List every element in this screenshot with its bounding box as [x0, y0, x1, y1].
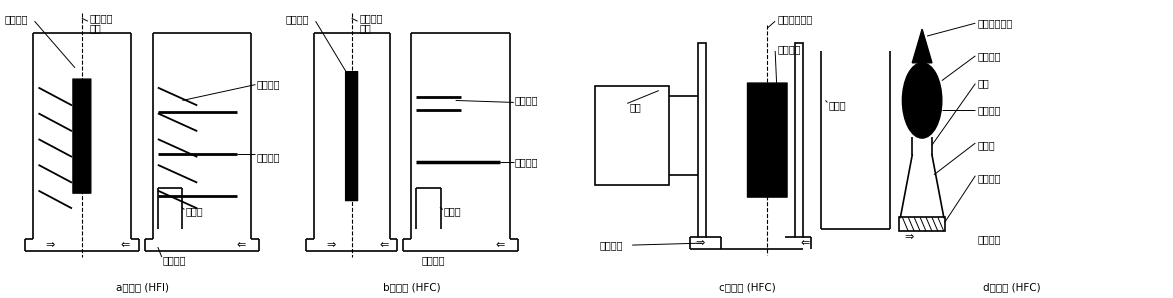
Ellipse shape — [902, 63, 942, 138]
Text: 放电室: 放电室 — [828, 100, 846, 111]
Text: 电感线圈: 电感线圈 — [257, 80, 280, 90]
Text: 等离子体射流: 等离子体射流 — [977, 18, 1012, 28]
Text: 等离子体: 等离子体 — [90, 13, 114, 23]
Text: 电容电源: 电容电源 — [515, 95, 538, 105]
Text: ⇒: ⇒ — [327, 240, 337, 250]
Text: 电极: 电极 — [977, 79, 989, 89]
Text: ⇐: ⇐ — [237, 240, 246, 250]
Bar — [698, 43, 706, 237]
Bar — [595, 86, 669, 185]
FancyBboxPatch shape — [73, 79, 90, 193]
Text: 射流: 射流 — [359, 23, 371, 33]
Text: 波导: 波导 — [629, 103, 640, 112]
Text: 等离子体: 等离子体 — [285, 14, 308, 24]
Text: 工作气流: 工作气流 — [421, 255, 445, 265]
Text: 工作气流: 工作气流 — [163, 255, 187, 265]
Text: 放电室: 放电室 — [977, 140, 995, 150]
Text: 放电室: 放电室 — [443, 207, 461, 216]
Text: ⇒: ⇒ — [904, 232, 914, 242]
Text: 工作气流: 工作气流 — [599, 240, 623, 250]
Text: 放电室: 放电室 — [185, 207, 203, 216]
Text: 分布电容: 分布电容 — [977, 51, 1001, 61]
Text: ⇐: ⇐ — [121, 240, 130, 250]
Text: 等离子体: 等离子体 — [977, 105, 1001, 115]
Bar — [795, 43, 802, 237]
Text: a电感型 (HFI): a电感型 (HFI) — [115, 282, 169, 292]
Text: 等离子体: 等离子体 — [5, 14, 28, 24]
Text: ⇐: ⇐ — [495, 240, 504, 250]
Text: ⇐: ⇐ — [379, 240, 388, 250]
Text: 接至电源: 接至电源 — [515, 157, 538, 167]
Text: 工作气流: 工作气流 — [977, 234, 1001, 244]
Text: ⇐: ⇐ — [800, 238, 809, 248]
Text: d火焰型 (HFC): d火焰型 (HFC) — [983, 282, 1040, 292]
Bar — [900, 217, 944, 231]
Text: c微波型 (HFC): c微波型 (HFC) — [719, 282, 775, 292]
FancyBboxPatch shape — [747, 83, 787, 197]
Text: 等离子体: 等离子体 — [359, 13, 384, 23]
Text: 接至电源: 接至电源 — [977, 173, 1001, 183]
Text: 等离子体: 等离子体 — [778, 44, 801, 54]
Text: 等离子体射流: 等离子体射流 — [778, 14, 813, 24]
FancyBboxPatch shape — [346, 72, 358, 201]
Text: 射流: 射流 — [90, 23, 102, 33]
Polygon shape — [913, 29, 933, 63]
Text: ⇒: ⇒ — [696, 238, 705, 248]
Text: b电容型 (HFC): b电容型 (HFC) — [382, 282, 441, 292]
Text: 接至电源: 接至电源 — [257, 152, 280, 162]
Text: ⇒: ⇒ — [46, 240, 55, 250]
